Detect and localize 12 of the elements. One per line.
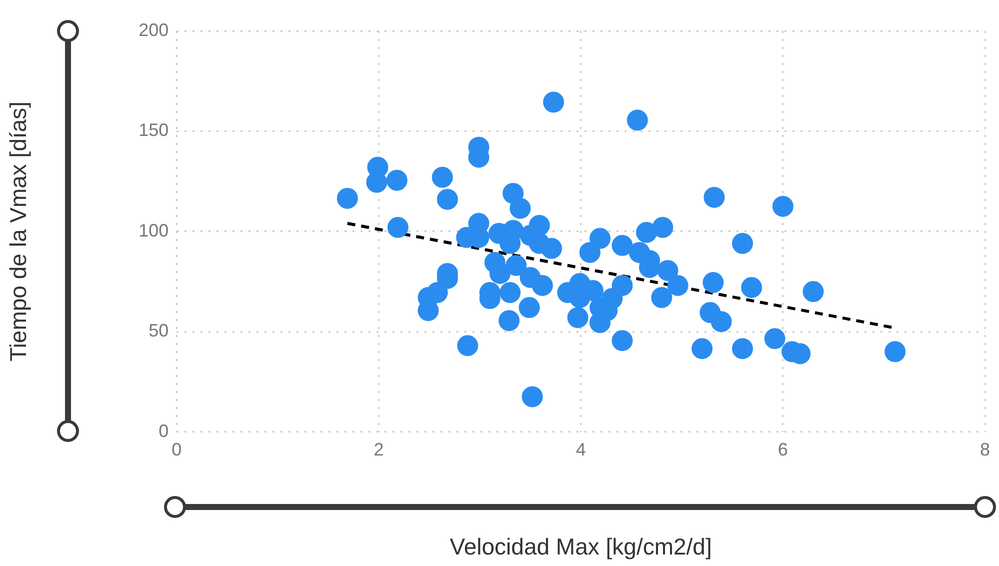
x-axis-title: Velocidad Max [kg/cm2/d] (450, 534, 712, 560)
y-tick-label: 100 (138, 220, 169, 240)
x-tick-label: 2 (374, 440, 384, 460)
x-tick-label: 6 (778, 440, 788, 460)
y-axis-title: Tiempo de la Vmax [días] (5, 101, 32, 362)
y-tick-label: 150 (138, 120, 169, 140)
x-tick-label: 0 (172, 440, 182, 460)
x-tick-label: 4 (576, 440, 586, 460)
y-tick-label: 50 (148, 320, 169, 341)
x-tick-label: 8 (980, 440, 990, 460)
y-tick-label: 200 (138, 20, 169, 40)
y-tick-label: 0 (158, 420, 169, 441)
